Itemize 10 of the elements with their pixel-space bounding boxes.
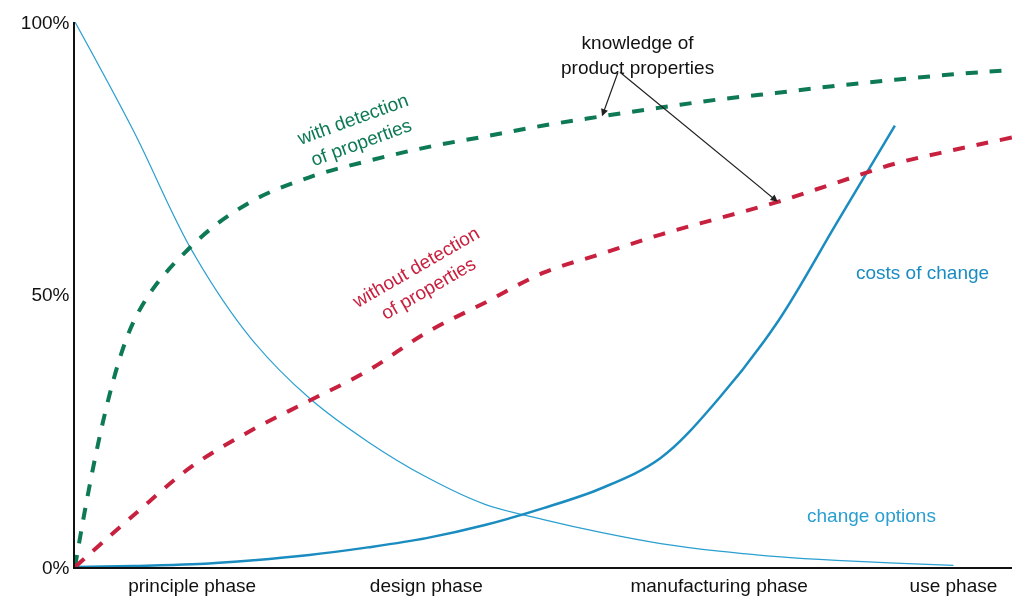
y-tick-label: 50% — [31, 284, 70, 306]
y-tick-label: 100% — [20, 11, 70, 33]
annotation: knowledge of product properties — [561, 32, 715, 78]
x-tick-label: use phase — [909, 574, 998, 596]
x-tick-label: manufacturing phase — [630, 574, 808, 596]
series-label: change options — [807, 505, 936, 526]
x-tick-label: principle phase — [128, 574, 257, 596]
series-label: costs of change — [856, 262, 990, 283]
x-tick-label: design phase — [369, 574, 483, 596]
y-tick-label: 0% — [41, 556, 70, 578]
